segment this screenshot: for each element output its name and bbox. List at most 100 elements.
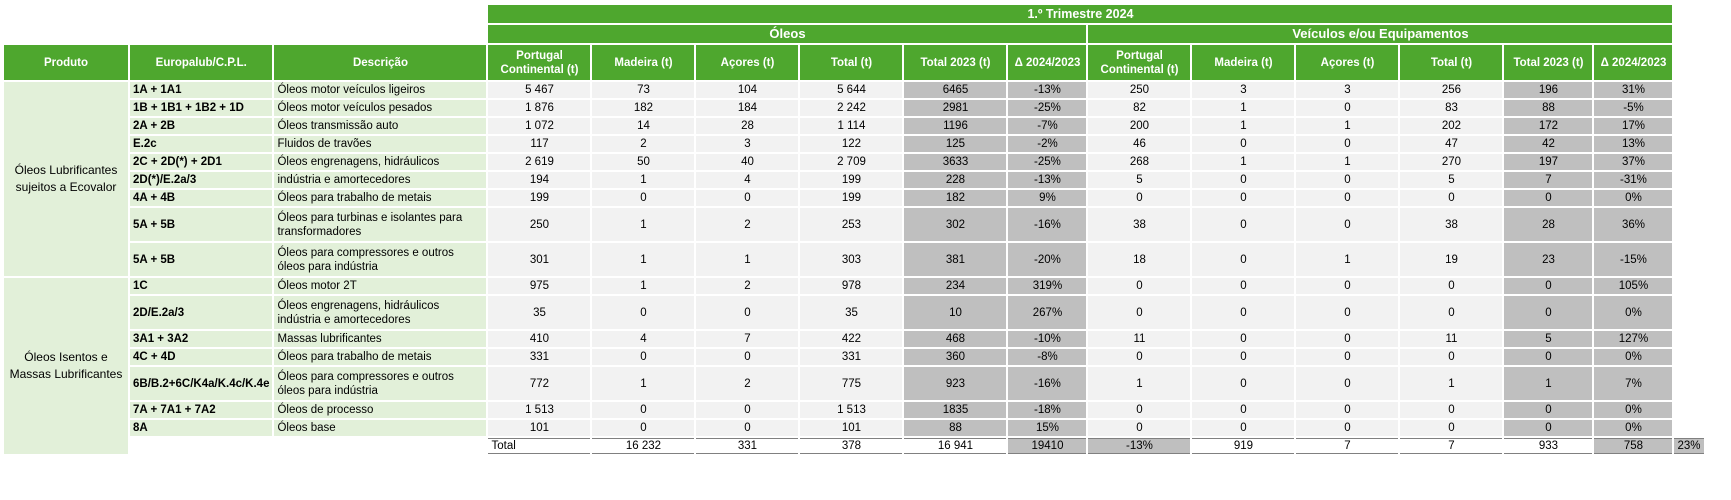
- total-blank: [130, 438, 486, 454]
- veiculos-value: 17%: [1594, 118, 1673, 134]
- veiculos-value: 5: [1504, 331, 1593, 347]
- column-header-veiculos-total: Total (t): [1400, 45, 1503, 80]
- veiculos-total-value: 919: [1192, 438, 1295, 454]
- column-header-descricao: Descrição: [274, 45, 487, 80]
- column-header-veiculos-madeira: Madeira (t): [1192, 45, 1295, 80]
- veiculos-value: 1: [1088, 367, 1191, 400]
- veiculos-value: 0: [1296, 100, 1399, 116]
- oleos-value: 6465: [904, 82, 1007, 98]
- oleos-value: 1196: [904, 118, 1007, 134]
- europalub-code: 2C + 2D(*) + 2D1: [130, 154, 273, 170]
- veiculos-value: 1: [1504, 367, 1593, 400]
- oleos-value: 2: [696, 208, 799, 241]
- oleos-value: 1 513: [800, 402, 903, 418]
- period-header: 1.º Trimestre 2024: [488, 5, 1673, 23]
- veiculos-value: 0: [1400, 278, 1503, 294]
- column-header-europalub: Europalub/C.P.L.: [130, 45, 273, 80]
- oleos-value: 104: [696, 82, 799, 98]
- veiculos-value: 31%: [1594, 82, 1673, 98]
- oleos-value: 1: [592, 243, 695, 276]
- oleos-value: 303: [800, 243, 903, 276]
- veiculos-value: 0: [1400, 349, 1503, 365]
- oleos-total-value: -13%: [1088, 438, 1191, 454]
- veiculos-value: 0: [1192, 402, 1295, 418]
- oleos-value: 3: [696, 136, 799, 152]
- oleos-value: 10: [904, 296, 1007, 329]
- oleos-value: 9%: [1008, 190, 1087, 206]
- veiculos-value: 5: [1400, 172, 1503, 188]
- veiculos-value: 250: [1088, 82, 1191, 98]
- europalub-code: 2D/E.2a/3: [130, 296, 273, 329]
- oleos-value: 5 644: [800, 82, 903, 98]
- veiculos-value: 38: [1088, 208, 1191, 241]
- oleos-value: 975: [488, 278, 591, 294]
- europalub-code: 2A + 2B: [130, 118, 273, 134]
- oleos-value: -18%: [1008, 402, 1087, 418]
- veiculos-value: 0: [1504, 296, 1593, 329]
- oleos-value: 301: [488, 243, 591, 276]
- veiculos-value: 0: [1088, 349, 1191, 365]
- oleos-total-value: 331: [696, 438, 799, 454]
- veiculos-value: 47: [1400, 136, 1503, 152]
- veiculos-value: 0: [1400, 296, 1503, 329]
- veiculos-value: 36%: [1594, 208, 1673, 241]
- oleos-value: 199: [800, 190, 903, 206]
- oleos-total-value: 19410: [1008, 438, 1087, 454]
- europalub-code: 5A + 5B: [130, 208, 273, 241]
- veiculos-value: 0: [1296, 208, 1399, 241]
- oleos-value: 2 242: [800, 100, 903, 116]
- description: Massas lubrificantes: [274, 331, 487, 347]
- table-row: 8A Óleos base 101 0 0 101 88 15% 0 0 0 0 0 0%: [4, 420, 1704, 436]
- oleos-value: 184: [696, 100, 799, 116]
- oleos-value: 319%: [1008, 278, 1087, 294]
- column-header-veiculos-portugal: Portugal Continental (t): [1088, 45, 1191, 80]
- column-header-oleos-total: Total (t): [800, 45, 903, 80]
- veiculos-value: 0: [1504, 278, 1593, 294]
- veiculos-value: 1: [1192, 154, 1295, 170]
- table-row: 7A + 7A1 + 7A2 Óleos de processo 1 513 0 0 1 …: [4, 402, 1704, 418]
- veiculos-value: 46: [1088, 136, 1191, 152]
- veiculos-value: 19: [1400, 243, 1503, 276]
- veiculos-value: 172: [1504, 118, 1593, 134]
- table-row: 2D/E.2a/3 Óleos engrenagens, hidráulicos …: [4, 296, 1704, 329]
- oleos-value: -20%: [1008, 243, 1087, 276]
- veiculos-value: 42: [1504, 136, 1593, 152]
- oleos-value: 1: [592, 208, 695, 241]
- column-header-oleos-madeira: Madeira (t): [592, 45, 695, 80]
- oleos-value: 0: [592, 402, 695, 418]
- veiculos-value: 0: [1400, 190, 1503, 206]
- oleos-value: -16%: [1008, 367, 1087, 400]
- europalub-code: 6B/B.2+6C/K4a/K.4c/K.4e: [130, 367, 273, 400]
- oleos-value: 35: [488, 296, 591, 329]
- veiculos-value: 7%: [1594, 367, 1673, 400]
- veiculos-value: 0: [1088, 420, 1191, 436]
- europalub-code: 5A + 5B: [130, 243, 273, 276]
- description: Óleos para trabalho de metais: [274, 349, 487, 365]
- description: Óleos para compressores e outros óleos p…: [274, 243, 487, 276]
- table-row: 4C + 4D Óleos para trabalho de metais 331 0…: [4, 349, 1704, 365]
- veiculos-value: -15%: [1594, 243, 1673, 276]
- veiculos-value: 0: [1504, 402, 1593, 418]
- oleos-value: 978: [800, 278, 903, 294]
- oleos-value: 3633: [904, 154, 1007, 170]
- veiculos-value: 23: [1504, 243, 1593, 276]
- oleos-value: 302: [904, 208, 1007, 241]
- oleos-value: 253: [800, 208, 903, 241]
- veiculos-value: 1: [1192, 100, 1295, 116]
- veiculos-value: 105%: [1594, 278, 1673, 294]
- veiculos-value: 0: [1296, 402, 1399, 418]
- veiculos-total-value: 7: [1296, 438, 1399, 454]
- veiculos-value: 0: [1192, 136, 1295, 152]
- description: Óleos motor veículos ligeiros: [274, 82, 487, 98]
- oleos-value: -25%: [1008, 100, 1087, 116]
- description: Óleos motor veículos pesados: [274, 100, 487, 116]
- veiculos-value: 202: [1400, 118, 1503, 134]
- oleos-value: 923: [904, 367, 1007, 400]
- table-row: 5A + 5B Óleos para turbinas e isolantes p…: [4, 208, 1704, 241]
- description: Óleos para trabalho de metais: [274, 190, 487, 206]
- veiculos-value: 0: [1504, 190, 1593, 206]
- veiculos-value: -5%: [1594, 100, 1673, 116]
- veiculos-value: 270: [1400, 154, 1503, 170]
- oleos-value: 1: [696, 243, 799, 276]
- veiculos-value: 0: [1296, 296, 1399, 329]
